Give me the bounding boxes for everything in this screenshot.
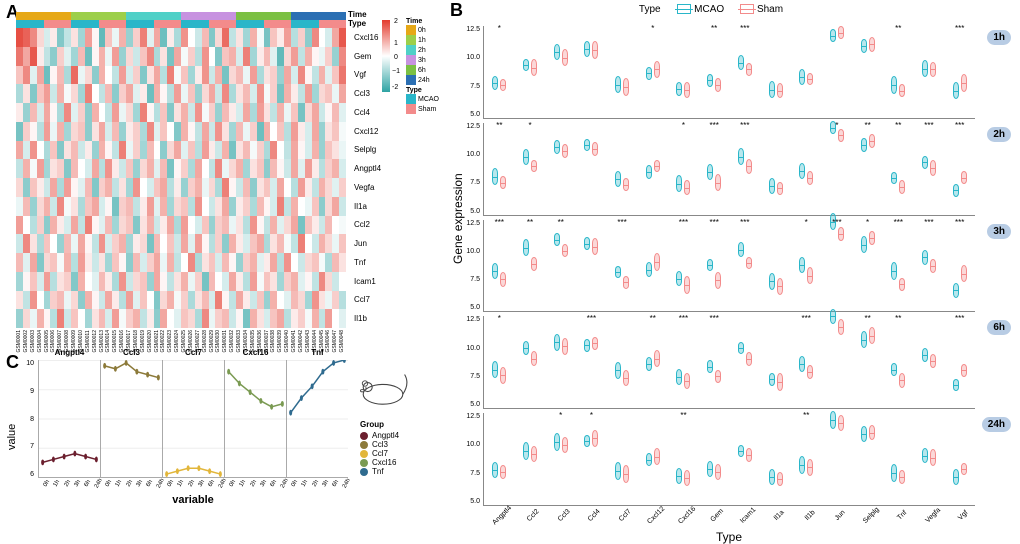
violin-row-6h: 12.510.07.55.06h********************** bbox=[483, 316, 975, 409]
panel-c-x-title: variable bbox=[38, 494, 348, 506]
time-badge: 3h bbox=[987, 224, 1011, 239]
color-scale-bar bbox=[382, 20, 390, 92]
time-ann-label: Time bbox=[348, 10, 367, 19]
panel-b-x-labels: Angptl4Ccl2Ccl3Ccl4Ccl7Cxcl12Cxcl16GemIc… bbox=[483, 506, 975, 528]
legend-a: Time 0h1h2h3h6h24h Type MCAOSham bbox=[406, 18, 439, 114]
facet-Ccl7: Ccl7 bbox=[162, 360, 224, 478]
facet-Cxcl16: Cxcl16 bbox=[224, 360, 286, 478]
violin-row-3h: 12.510.07.55.03h************************… bbox=[483, 220, 975, 313]
scale-tick-n1: −1 bbox=[392, 68, 400, 75]
violin-row-1h: 12.510.07.55.01h************ bbox=[483, 26, 975, 119]
facet-Angptl4: Angptl4 bbox=[38, 360, 100, 478]
legend-c: Group Angptl4Ccl3Ccl7Cxcl16Tnf bbox=[360, 420, 399, 476]
scale-tick-0: 0 bbox=[394, 54, 398, 61]
mouse-icon bbox=[356, 366, 410, 410]
facet-Tnf: Tnf bbox=[286, 360, 348, 478]
panel-a-heatmap: Cxcl16GemVgfCcl3Ccl4Cxcl12SelplgAngptl4V… bbox=[10, 12, 440, 357]
violin-row-24h: 12.510.07.55.024h****** bbox=[483, 413, 975, 506]
legend-b-title: Type bbox=[639, 4, 661, 15]
legend-time-title: Time bbox=[406, 18, 439, 25]
legend-c-title: Group bbox=[360, 420, 399, 429]
time-badge: 1h bbox=[987, 30, 1011, 45]
type-ann-label: Type bbox=[348, 19, 366, 28]
scale-tick-min: -2 bbox=[392, 84, 398, 91]
time-badge: 2h bbox=[987, 127, 1011, 142]
panel-c-lines: value 678910 Angptl4Ccl3Ccl7Cxcl16Tnf 0h… bbox=[10, 360, 440, 525]
type-annotation-bar bbox=[16, 20, 346, 28]
legend-b: Type MCAO Sham bbox=[455, 4, 975, 15]
time-badge: 6h bbox=[987, 320, 1011, 335]
time-badge: 24h bbox=[982, 417, 1011, 432]
panel-b-violins: Type MCAO Sham 12.510.07.55.01h*********… bbox=[455, 4, 1015, 524]
panel-b-y-title: Gene expression bbox=[451, 173, 465, 264]
legend-type-title: Type bbox=[406, 87, 439, 94]
heatmap-row-labels: Cxcl16GemVgfCcl3Ccl4Cxcl12SelplgAngptl4V… bbox=[354, 28, 381, 328]
panel-c-facets: Angptl4Ccl3Ccl7Cxcl16Tnf bbox=[38, 360, 348, 478]
panel-c-y-ticks: 678910 bbox=[16, 360, 34, 478]
facet-Ccl3: Ccl3 bbox=[100, 360, 162, 478]
violin-row-2h: 12.510.07.55.02h********************* bbox=[483, 123, 975, 216]
time-annotation-bar bbox=[16, 12, 346, 20]
panel-c-x-ticks: 0h1h2h3h6h24h0h1h2h3h6h24h0h1h2h3h6h24h0… bbox=[38, 478, 348, 484]
scale-tick-max: 2 bbox=[394, 18, 398, 25]
scale-tick-1: 1 bbox=[394, 40, 398, 47]
heatmap-grid bbox=[16, 28, 346, 328]
